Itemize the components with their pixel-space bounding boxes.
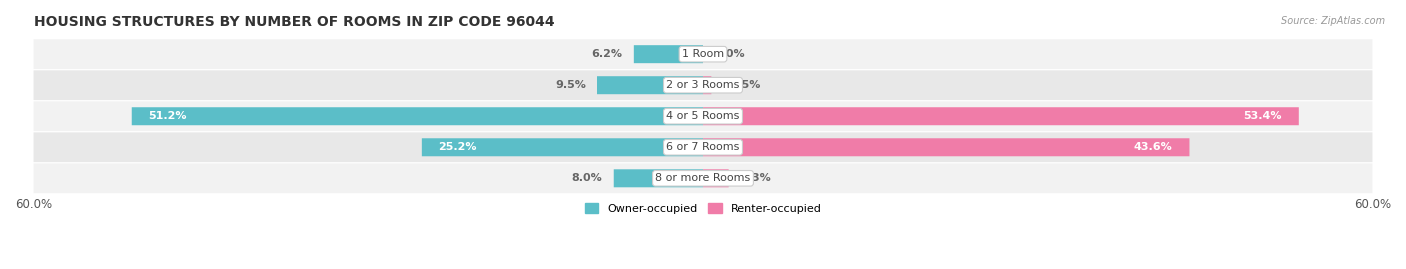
FancyBboxPatch shape bbox=[132, 107, 703, 125]
Text: HOUSING STRUCTURES BY NUMBER OF ROOMS IN ZIP CODE 96044: HOUSING STRUCTURES BY NUMBER OF ROOMS IN… bbox=[34, 15, 554, 29]
Text: 4 or 5 Rooms: 4 or 5 Rooms bbox=[666, 111, 740, 121]
Text: 8 or more Rooms: 8 or more Rooms bbox=[655, 173, 751, 183]
FancyBboxPatch shape bbox=[703, 169, 728, 187]
FancyBboxPatch shape bbox=[634, 45, 703, 63]
FancyBboxPatch shape bbox=[703, 138, 1189, 156]
Text: Source: ZipAtlas.com: Source: ZipAtlas.com bbox=[1281, 16, 1385, 26]
FancyBboxPatch shape bbox=[703, 107, 1299, 125]
Text: 1 Room: 1 Room bbox=[682, 49, 724, 59]
FancyBboxPatch shape bbox=[34, 101, 1372, 131]
Text: 51.2%: 51.2% bbox=[149, 111, 187, 121]
Text: 6.2%: 6.2% bbox=[592, 49, 623, 59]
FancyBboxPatch shape bbox=[34, 70, 1372, 100]
FancyBboxPatch shape bbox=[34, 132, 1372, 162]
Text: 6 or 7 Rooms: 6 or 7 Rooms bbox=[666, 142, 740, 152]
FancyBboxPatch shape bbox=[34, 39, 1372, 69]
Text: 53.4%: 53.4% bbox=[1243, 111, 1282, 121]
Text: 25.2%: 25.2% bbox=[439, 142, 477, 152]
Text: 8.0%: 8.0% bbox=[572, 173, 603, 183]
FancyBboxPatch shape bbox=[703, 76, 711, 94]
Text: 43.6%: 43.6% bbox=[1135, 142, 1173, 152]
FancyBboxPatch shape bbox=[614, 169, 703, 187]
Text: 9.5%: 9.5% bbox=[555, 80, 586, 90]
FancyBboxPatch shape bbox=[422, 138, 703, 156]
Text: 2.3%: 2.3% bbox=[740, 173, 770, 183]
FancyBboxPatch shape bbox=[34, 163, 1372, 193]
Legend: Owner-occupied, Renter-occupied: Owner-occupied, Renter-occupied bbox=[581, 199, 825, 218]
Text: 0.0%: 0.0% bbox=[714, 49, 745, 59]
FancyBboxPatch shape bbox=[598, 76, 703, 94]
Text: 0.75%: 0.75% bbox=[723, 80, 761, 90]
Text: 2 or 3 Rooms: 2 or 3 Rooms bbox=[666, 80, 740, 90]
